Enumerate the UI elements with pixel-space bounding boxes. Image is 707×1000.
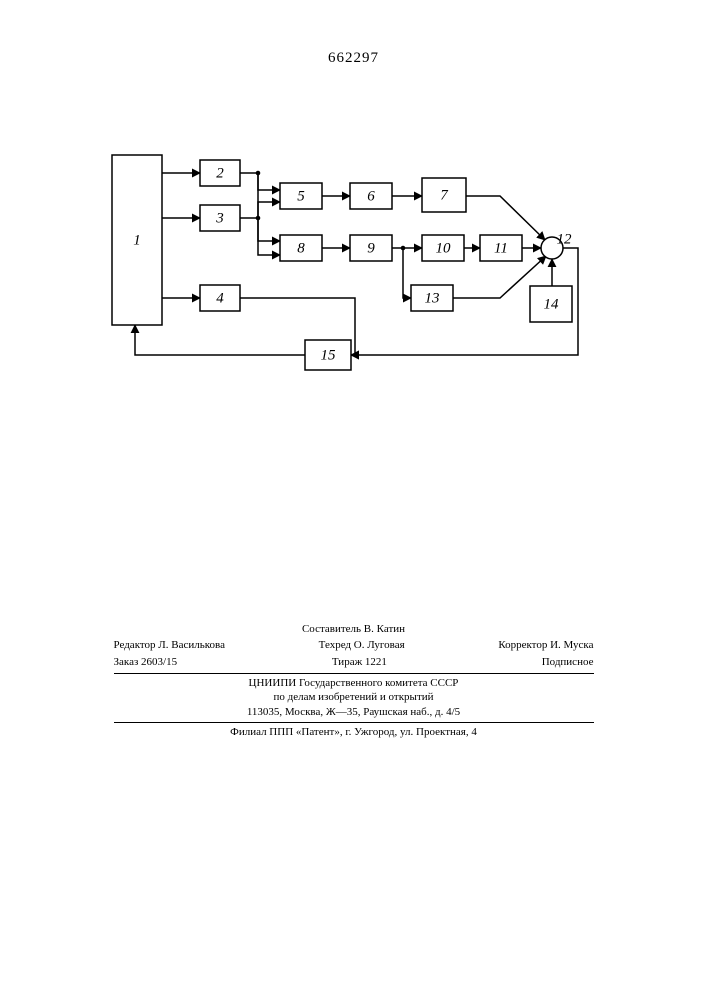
tirage: Тираж 1221 [332, 655, 387, 670]
org-line-3: 113035, Москва, Ж—35, Раушская наб., д. … [114, 705, 594, 720]
block-diagram: 123456789101112131415 [0, 0, 707, 420]
techred: Техред О. Луговая [319, 638, 405, 653]
subscript: Подписное [542, 655, 594, 670]
org-line-4: Филиал ППП «Патент», г. Ужгород, ул. Про… [114, 725, 594, 740]
svg-text:12: 12 [557, 231, 573, 247]
svg-text:9: 9 [367, 240, 375, 256]
svg-text:15: 15 [321, 347, 337, 363]
svg-text:8: 8 [297, 240, 305, 256]
svg-text:13: 13 [425, 290, 440, 306]
svg-text:5: 5 [297, 188, 305, 204]
svg-text:14: 14 [544, 296, 560, 312]
org-line-1: ЦНИИПИ Государственного комитета СССР [114, 676, 594, 691]
editor: Редактор Л. Василькова [114, 638, 225, 653]
svg-text:1: 1 [133, 232, 141, 248]
page: 662297 123456789101112131415 Составитель… [0, 0, 707, 1000]
svg-text:3: 3 [215, 210, 224, 226]
org-line-2: по делам изобретений и открытий [114, 690, 594, 705]
svg-text:2: 2 [216, 165, 224, 181]
footer: Составитель В. Катин Редактор Л. Васильк… [114, 622, 594, 740]
compiler: Составитель В. Катин [114, 622, 594, 637]
order: Заказ 2603/15 [114, 655, 178, 670]
corrector: Корректор И. Муска [498, 638, 593, 653]
svg-text:11: 11 [494, 240, 508, 256]
svg-text:10: 10 [436, 240, 452, 256]
svg-text:4: 4 [216, 290, 224, 306]
svg-text:6: 6 [367, 188, 375, 204]
